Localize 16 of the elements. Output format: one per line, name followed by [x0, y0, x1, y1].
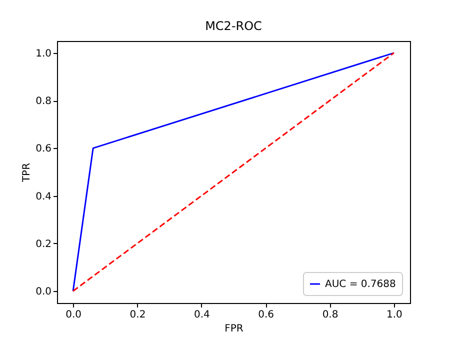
y-axis-title: TPR — [22, 162, 33, 184]
legend-label: AUC = 0.7688 — [325, 279, 396, 290]
x-tick-label: 0.0 — [66, 310, 82, 320]
x-tick-label: 0.6 — [258, 310, 274, 320]
x-tick-label: 0.8 — [322, 310, 338, 320]
x-tick-label: 1.0 — [386, 310, 402, 320]
y-tick-label: 0.8 — [36, 96, 52, 108]
chart-title: MC2-ROC — [205, 19, 262, 33]
y-tick-label: 0.2 — [36, 238, 52, 250]
y-tick-label: 0.4 — [36, 191, 52, 202]
y-tick-label: 0.0 — [36, 286, 52, 298]
y-tick-label: 0.6 — [36, 144, 52, 155]
x-tick-label: 0.4 — [194, 310, 210, 320]
y-tick-label: 1.0 — [36, 48, 52, 60]
x-tick-label: 0.2 — [130, 310, 146, 320]
x-axis-title: FPR — [224, 324, 244, 334]
